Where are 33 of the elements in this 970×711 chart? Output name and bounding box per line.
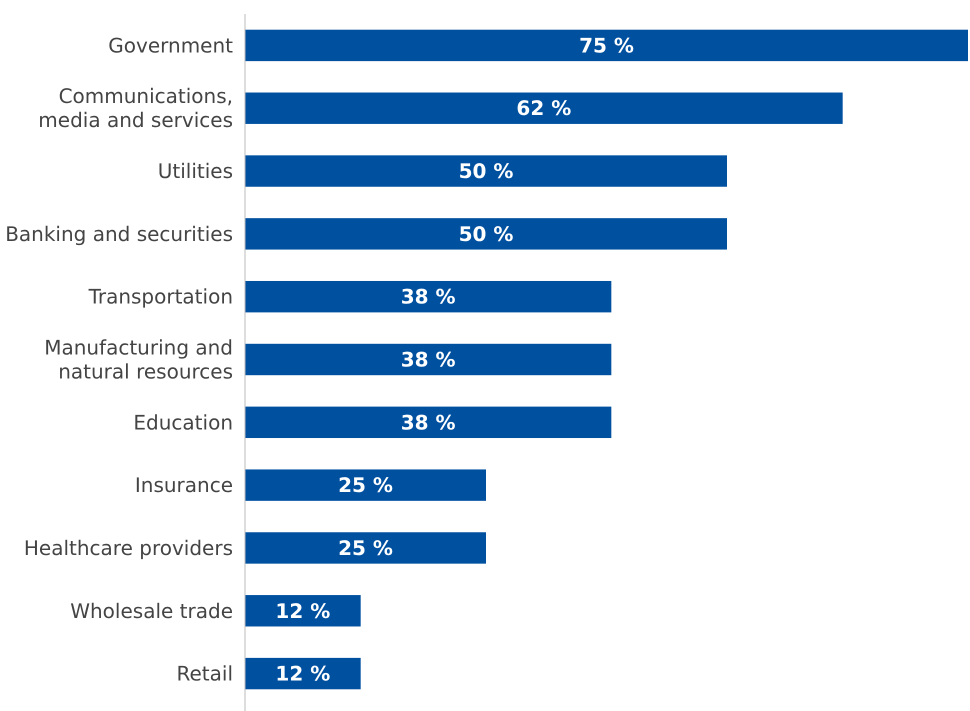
data-label: 38 % xyxy=(400,410,456,434)
bar xyxy=(245,658,361,690)
data-label: 12 % xyxy=(275,662,330,686)
data-label: 38 % xyxy=(400,284,456,309)
y-tick-label: Government xyxy=(108,33,234,58)
bar xyxy=(245,155,727,187)
data-label: 38 % xyxy=(400,348,456,372)
y-tick-label: Education xyxy=(133,410,233,434)
data-label: 25 % xyxy=(338,536,393,560)
bar xyxy=(245,92,843,124)
bar xyxy=(245,406,612,438)
data-label: 50 % xyxy=(458,159,514,184)
y-tick-label: Wholesale trade xyxy=(70,598,233,623)
bar xyxy=(245,30,968,62)
bar xyxy=(245,280,612,312)
data-label: 75 % xyxy=(579,33,634,58)
y-tick-label: Transportation xyxy=(88,284,233,309)
bar xyxy=(245,469,486,501)
data-label: 12 % xyxy=(275,598,330,623)
y-tick-label: Banking and securities xyxy=(5,222,233,246)
y-tick-label: Healthcare providers xyxy=(24,536,233,560)
bar xyxy=(245,532,486,564)
bar xyxy=(245,595,361,626)
y-tick-label: Manufacturing and natural resources xyxy=(44,336,233,384)
y-tick-label: Communications, media and services xyxy=(38,84,233,132)
y-tick-label: Utilities xyxy=(158,159,233,184)
bar xyxy=(245,218,727,250)
data-label: 62 % xyxy=(516,96,572,120)
y-tick-label: Retail xyxy=(176,662,233,686)
bar xyxy=(245,344,612,376)
y-tick-label: Insurance xyxy=(134,473,233,498)
data-label: 25 % xyxy=(338,473,393,498)
data-label: 50 % xyxy=(458,222,514,246)
